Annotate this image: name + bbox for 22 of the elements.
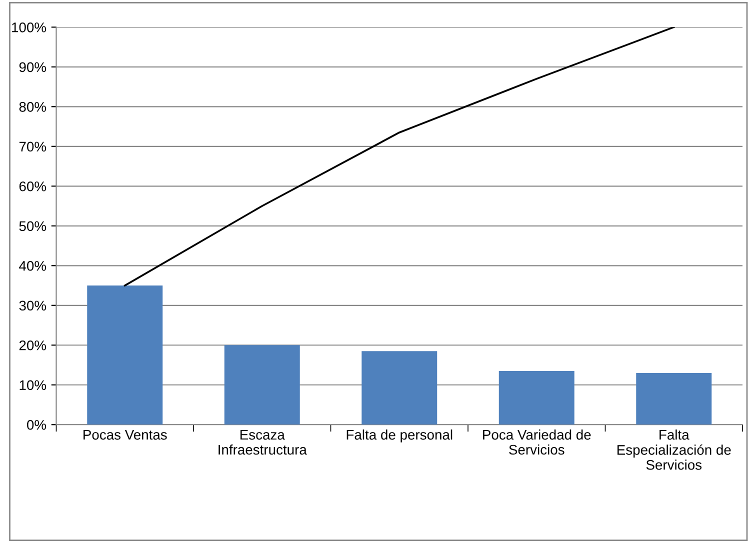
y-tick-label: 70% — [19, 142, 46, 152]
x-tick-label: Falta de personal — [346, 429, 452, 442]
y-tick-label: 20% — [19, 340, 46, 350]
y-tick-label: 30% — [19, 300, 46, 311]
y-tick-label: 90% — [19, 62, 46, 72]
bar — [636, 372, 712, 425]
line-series — [124, 27, 675, 286]
x-tick-label: Poca Variedad de Servicios — [483, 429, 591, 455]
y-tick-label: 10% — [20, 380, 46, 390]
x-tick-label: Falta Especialización de Servicios — [618, 429, 731, 470]
y-tick-label: 80% — [19, 102, 46, 112]
y-tick-label: 60% — [19, 181, 46, 192]
bar — [87, 286, 163, 425]
bar — [224, 345, 300, 425]
bar — [362, 351, 438, 425]
bar — [498, 370, 574, 425]
y-tick-label: 0% — [26, 420, 46, 430]
x-tick-label: Pocas Ventas — [84, 430, 167, 440]
y-tick-label: 40% — [19, 260, 46, 271]
y-tick-label: 100% — [12, 22, 46, 32]
x-tick-label: Escaza Infraestructura — [218, 430, 307, 455]
y-tick-label: 50% — [19, 221, 46, 232]
